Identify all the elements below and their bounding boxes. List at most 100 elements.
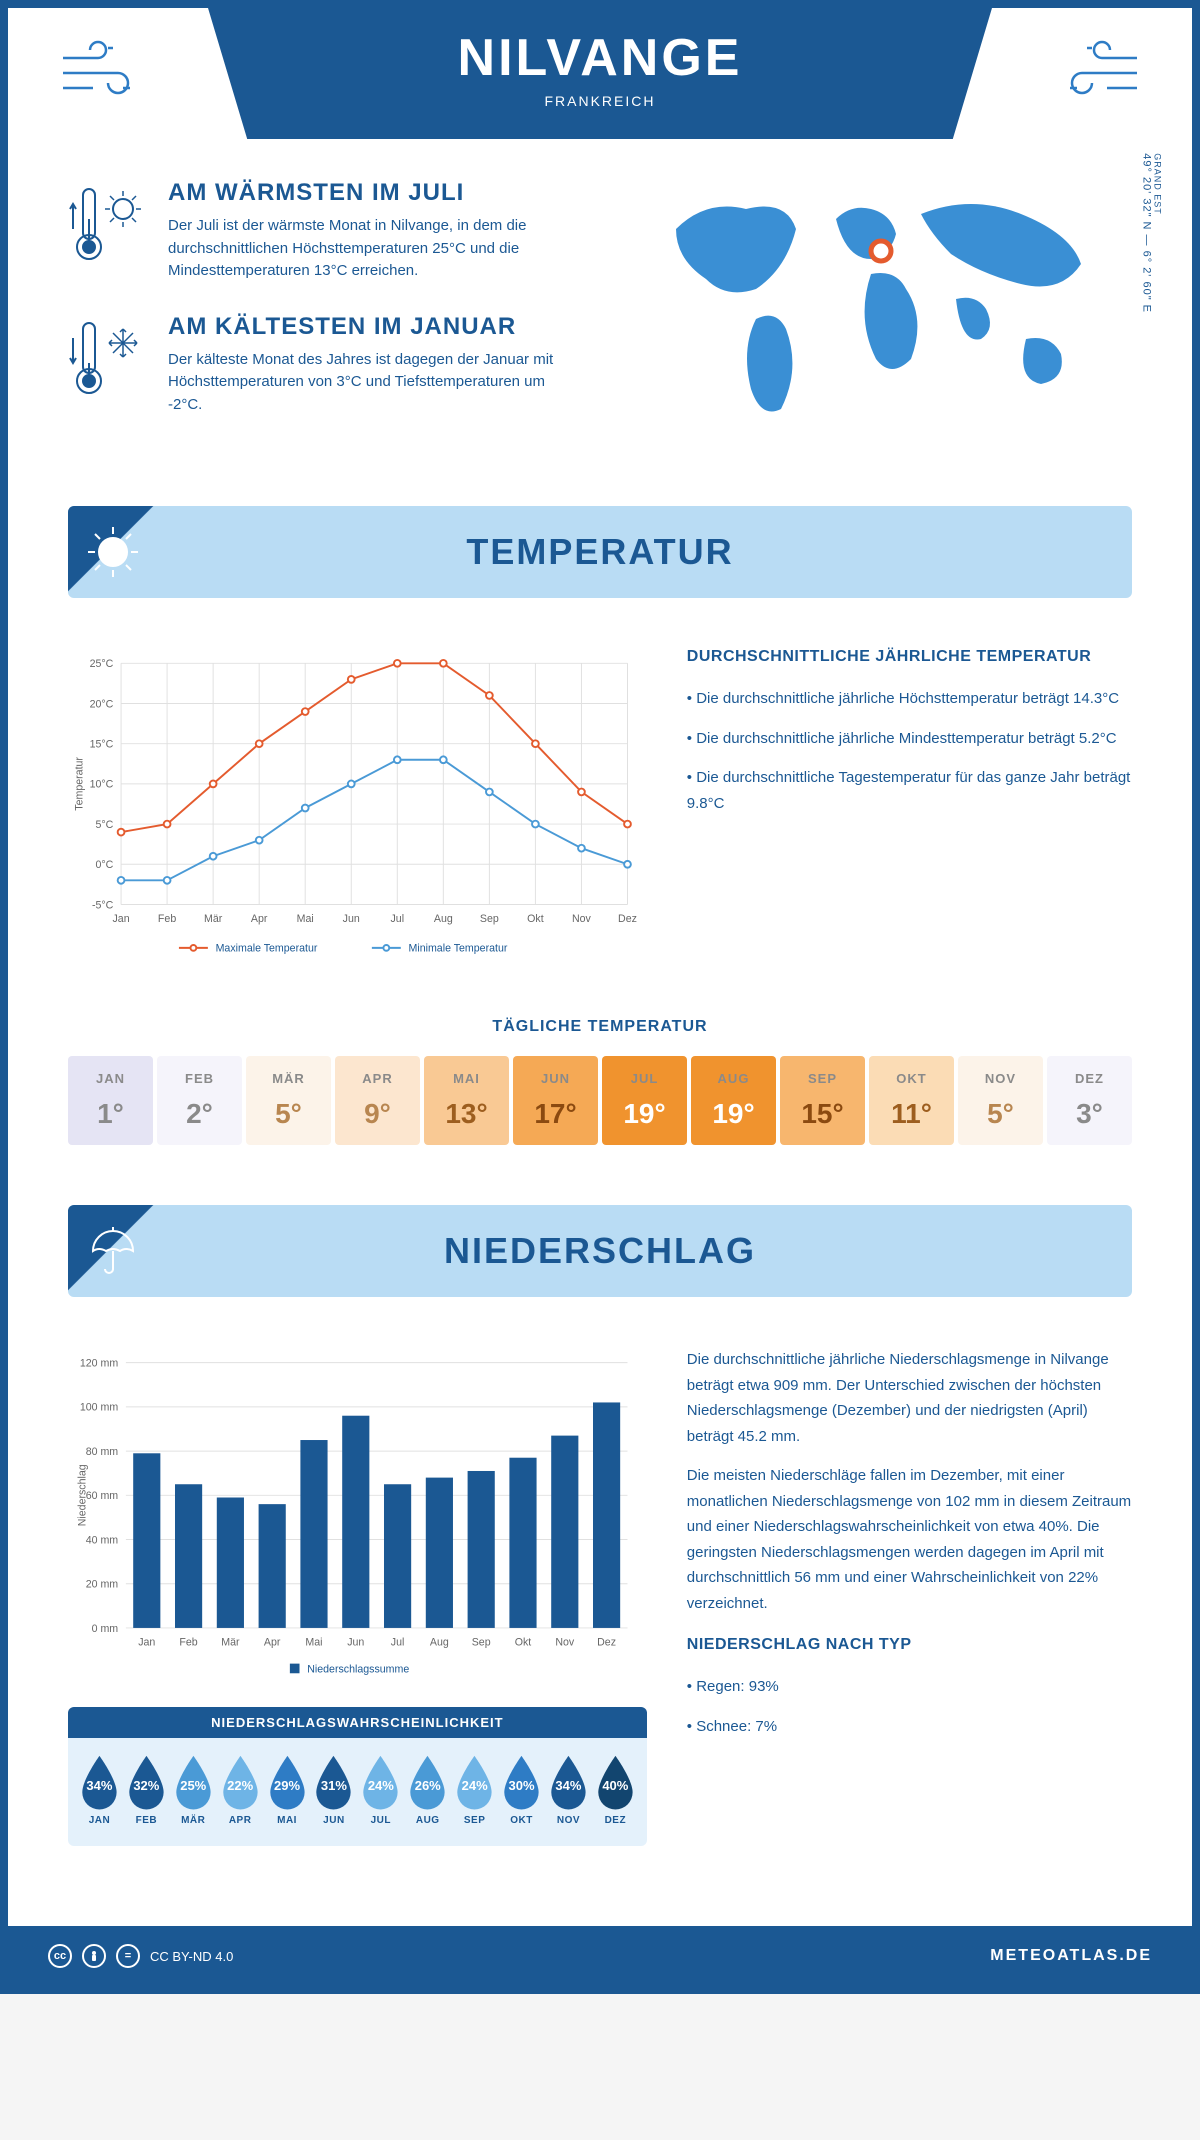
footer: cc = CC BY-ND 4.0 METEOATLAS.DE <box>8 1926 1192 1986</box>
svg-text:Nov: Nov <box>555 1636 575 1648</box>
svg-text:Mär: Mär <box>221 1636 240 1648</box>
site-name: METEOATLAS.DE <box>990 1947 1152 1965</box>
precipitation-drop: 31% JUN <box>312 1753 355 1826</box>
svg-text:Niederschlagssumme: Niederschlagssumme <box>307 1663 409 1675</box>
page-subtitle: FRANKREICH <box>208 93 992 109</box>
license-info: cc = CC BY-ND 4.0 <box>48 1944 233 1968</box>
temp-cell: MAI 13° <box>424 1056 509 1145</box>
page-title: NILVANGE <box>208 28 992 88</box>
precipitation-drop: 25% MÄR <box>172 1753 215 1826</box>
svg-text:5°C: 5°C <box>96 819 114 831</box>
precipitation-header: NIEDERSCHLAG <box>68 1205 1132 1297</box>
svg-text:Dez: Dez <box>597 1636 616 1648</box>
precipitation-bar-chart: 0 mm 20 mm 40 mm 60 mm 80 mm 100 mm 120 mm Jan F… <box>68 1347 647 1687</box>
svg-text:Okt: Okt <box>527 913 544 925</box>
nd-icon: = <box>116 1944 140 1968</box>
svg-text:Jan: Jan <box>113 913 130 925</box>
svg-text:-5°C: -5°C <box>92 899 114 911</box>
temperature-info: DURCHSCHNITTLICHE JÄHRLICHE TEMPERATUR •… <box>687 648 1132 968</box>
world-map <box>620 179 1132 439</box>
svg-text:20°C: 20°C <box>90 698 114 710</box>
precipitation-drop: 40% DEZ <box>594 1753 637 1826</box>
thermometer-snow-icon <box>68 313 148 403</box>
coordinates: GRAND EST 49° 20' 32" N — 6° 2' 60" E <box>1141 153 1163 313</box>
temp-cell: SEP 15° <box>780 1056 865 1145</box>
svg-text:Dez: Dez <box>618 913 637 925</box>
temp-bullet: • Die durchschnittliche jährliche Höchst… <box>687 686 1132 712</box>
svg-text:40 mm: 40 mm <box>86 1534 119 1546</box>
precip-text: Die meisten Niederschläge fallen im Deze… <box>687 1463 1132 1616</box>
svg-text:15°C: 15°C <box>90 739 114 751</box>
svg-text:Feb: Feb <box>179 1636 197 1648</box>
precip-type-bullet: • Regen: 93% <box>687 1674 1132 1700</box>
temp-cell: NOV 5° <box>958 1056 1043 1145</box>
precip-type-title: NIEDERSCHLAG NACH TYP <box>687 1636 1132 1654</box>
by-icon <box>82 1944 106 1968</box>
temp-cell: OKT 11° <box>869 1056 954 1145</box>
precipitation-drop: 34% JAN <box>78 1753 121 1826</box>
temp-cell: JUN 17° <box>513 1056 598 1145</box>
temp-cell: FEB 2° <box>157 1056 242 1145</box>
sun-icon <box>68 506 188 598</box>
precipitation-drop: 26% AUG <box>406 1753 449 1826</box>
wind-icon <box>1042 38 1142 122</box>
infographic-page: NILVANGE FRANKREICH AM WÄRMSTEN IM JULI … <box>0 0 1200 1994</box>
svg-text:Sep: Sep <box>472 1636 491 1648</box>
temp-bullet: • Die durchschnittliche jährliche Mindes… <box>687 726 1132 752</box>
temperature-line-chart: -5°C0°C5°C10°C15°C20°C25°CJanFebMärAprMa… <box>68 648 647 968</box>
daily-temperature-section: TÄGLICHE TEMPERATUR JAN 1° FEB 2° MÄR 5°… <box>8 998 1192 1185</box>
temp-cell: JUL 19° <box>602 1056 687 1145</box>
temp-cell: AUG 19° <box>691 1056 776 1145</box>
svg-text:25°C: 25°C <box>90 658 114 670</box>
warmest-block: AM WÄRMSTEN IM JULI Der Juli ist der wär… <box>68 179 580 283</box>
svg-text:Jan: Jan <box>138 1636 155 1648</box>
svg-text:Aug: Aug <box>434 913 453 925</box>
svg-text:Okt: Okt <box>515 1636 532 1648</box>
precip-type-bullet: • Schnee: 7% <box>687 1714 1132 1740</box>
svg-text:Maximale Temperatur: Maximale Temperatur <box>216 943 318 955</box>
svg-text:20 mm: 20 mm <box>86 1579 119 1591</box>
svg-text:Nov: Nov <box>572 913 592 925</box>
coldest-text: Der kälteste Monat des Jahres ist dagege… <box>168 349 580 417</box>
umbrella-icon <box>68 1205 188 1297</box>
temp-bullet: • Die durchschnittliche Tagestemperatur … <box>687 765 1132 816</box>
svg-text:Jun: Jun <box>347 1636 364 1648</box>
svg-text:Jul: Jul <box>391 1636 405 1648</box>
svg-text:0 mm: 0 mm <box>92 1623 119 1635</box>
daily-temp-title: TÄGLICHE TEMPERATUR <box>68 1018 1132 1036</box>
precipitation-drop: 32% FEB <box>125 1753 168 1826</box>
coldest-title: AM KÄLTESTEN IM JANUAR <box>168 313 580 341</box>
temp-cell: DEZ 3° <box>1047 1056 1132 1145</box>
license-text: CC BY-ND 4.0 <box>150 1949 233 1964</box>
temp-cell: APR 9° <box>335 1056 420 1145</box>
thermometer-sun-icon <box>68 179 148 269</box>
svg-text:120 mm: 120 mm <box>80 1358 118 1370</box>
svg-text:Temperatur: Temperatur <box>73 757 85 811</box>
svg-text:Mär: Mär <box>204 913 223 925</box>
svg-text:Niederschlag: Niederschlag <box>76 1464 88 1526</box>
svg-text:Aug: Aug <box>430 1636 449 1648</box>
section-title: TEMPERATUR <box>108 531 1092 573</box>
cc-icon: cc <box>48 1944 72 1968</box>
svg-text:Jun: Jun <box>343 913 360 925</box>
svg-text:100 mm: 100 mm <box>80 1402 118 1414</box>
precipitation-drop: 30% OKT <box>500 1753 543 1826</box>
precipitation-drop: 34% NOV <box>547 1753 590 1826</box>
temperature-chart-section: -5°C0°C5°C10°C15°C20°C25°CJanFebMärAprMa… <box>8 618 1192 998</box>
temperature-header: TEMPERATUR <box>68 506 1132 598</box>
coldest-block: AM KÄLTESTEN IM JANUAR Der kälteste Mona… <box>68 313 580 417</box>
precip-text: Die durchschnittliche jährliche Niedersc… <box>687 1347 1132 1449</box>
svg-text:80 mm: 80 mm <box>86 1446 119 1458</box>
svg-text:60 mm: 60 mm <box>86 1490 119 1502</box>
svg-text:Apr: Apr <box>251 913 268 925</box>
prob-title: NIEDERSCHLAGSWAHRSCHEINLICHKEIT <box>68 1707 647 1738</box>
svg-text:Feb: Feb <box>158 913 176 925</box>
precipitation-drop: 29% MAI <box>266 1753 309 1826</box>
temp-cell: MÄR 5° <box>246 1056 331 1145</box>
section-title: NIEDERSCHLAG <box>108 1230 1092 1272</box>
warmest-title: AM WÄRMSTEN IM JULI <box>168 179 580 207</box>
svg-text:Sep: Sep <box>480 913 499 925</box>
header-banner: NILVANGE FRANKREICH <box>208 8 992 139</box>
temp-info-title: DURCHSCHNITTLICHE JÄHRLICHE TEMPERATUR <box>687 648 1132 666</box>
precipitation-drop: 24% SEP <box>453 1753 496 1826</box>
